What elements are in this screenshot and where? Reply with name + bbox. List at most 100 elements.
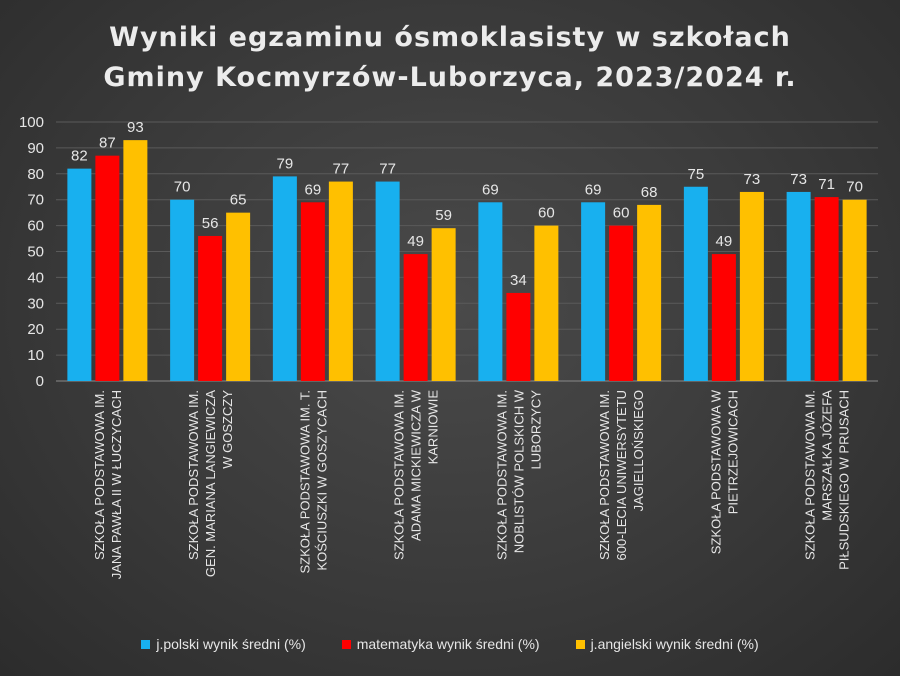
y-tick-label: 60 [27, 218, 44, 235]
bar [95, 155, 120, 381]
legend-label-english: j.angielski wynik średni (%) [590, 636, 759, 652]
data-label: 77 [333, 161, 350, 178]
bar [478, 202, 503, 381]
bar [609, 225, 634, 381]
bar [506, 292, 531, 381]
bar [226, 212, 251, 381]
bar [403, 254, 428, 381]
bar [300, 202, 325, 381]
chart-title: Wyniki egzaminu ósmoklasisty w szkołach … [0, 18, 900, 98]
bar [683, 186, 708, 381]
bar [739, 191, 764, 381]
bar [67, 168, 92, 381]
x-tick-label-line: ADAMA MICKIEWICZA W [409, 389, 424, 541]
bar [534, 225, 559, 381]
bar [842, 199, 867, 381]
y-tick-label: 100 [19, 114, 44, 131]
x-tick-label: SZKOŁA PODSTAWOWA W PIETRZEJOWICACH [708, 389, 740, 554]
x-tick-label-line: SZKOŁA PODSTAWOWA IM. [597, 390, 612, 560]
data-label: 69 [585, 181, 602, 198]
x-tick-label-line: 600-LECIA UNIWERSYTETU [614, 390, 629, 561]
legend: j.polski wynik średni (%) matematyka wyn… [0, 636, 900, 652]
data-label: 87 [99, 135, 116, 152]
data-label: 69 [482, 181, 499, 198]
bar [170, 199, 195, 381]
x-tick-label: SZKOŁA PODSTAWOWA IM. GEN. MARIANA LANGIE… [186, 390, 235, 577]
x-tick-label-line: JANA PAWŁA II W ŁUCZYCACH [109, 390, 124, 579]
data-label: 69 [305, 181, 322, 198]
y-tick-label: 40 [27, 269, 44, 286]
x-tick-label: SZKOŁA PODSTAWOWA IM. NOBLISTÓW POLSKICH … [494, 389, 543, 560]
x-tick-label-line: KARNIOWIE [426, 390, 441, 465]
legend-swatch-polish [141, 639, 151, 649]
x-tick-label-line: GEN. MARIANA LANGIEWICZA [203, 390, 218, 577]
x-tick-label-line: LUBORZYCY [528, 390, 543, 470]
legend-swatch-math [341, 639, 351, 649]
x-tick-label-line: SZKOŁA PODSTAWOWA W [708, 389, 723, 554]
y-tick-label: 50 [27, 244, 44, 261]
data-label: 77 [379, 161, 396, 178]
data-label: 60 [613, 205, 630, 222]
chart-title-line-2: Gminy Kocmyrzów-Luborzyca, 2023/2024 r. [103, 62, 797, 93]
bar [786, 191, 811, 381]
data-label: 82 [71, 148, 88, 165]
bar [123, 140, 148, 381]
x-tick-label: SZKOŁA PODSTAWOWA IM. JANA PAWŁA II W ŁUC… [92, 390, 124, 579]
x-tick-label-line: SZKOŁA PODSTAWOWA IM. [92, 390, 107, 560]
x-tick-label-line: SZKOŁA PODSTAWOWA IM. [803, 390, 818, 560]
data-label: 59 [435, 207, 452, 224]
legend-item-english: j.angielski wynik średni (%) [575, 636, 759, 652]
y-tick-label: 30 [27, 295, 44, 312]
x-tick-label: SZKOŁA PODSTAWOWA IM. T. KOŚCIUSZKI W GOS… [297, 390, 329, 573]
bar [711, 254, 736, 381]
data-label: 49 [407, 233, 424, 250]
x-tick-label-line: MARSZAŁKA JÓZEFA [820, 390, 835, 521]
data-label: 71 [818, 176, 835, 193]
x-tick-label: SZKOŁA PODSTAWOWA IM. MARSZAŁKA JÓZEFA PIŁ… [803, 390, 852, 570]
legend-swatch-english [575, 639, 585, 649]
data-label: 73 [744, 171, 761, 188]
x-tick-label-line: W GOSZCZY [220, 390, 235, 469]
bar [637, 204, 662, 381]
bar [328, 181, 353, 381]
x-tick-label-line: JAGIELLOŃSKIEGO [631, 390, 646, 511]
bar [814, 197, 839, 381]
bar [431, 228, 456, 381]
legend-item-math: matematyka wynik średni (%) [341, 636, 540, 652]
bar [581, 202, 606, 381]
legend-label-math: matematyka wynik średni (%) [356, 636, 540, 652]
data-label: 70 [174, 179, 191, 196]
data-label: 60 [538, 205, 555, 222]
x-tick-label-line: PIŁSUDSKIEGO W PRUSACH [837, 390, 852, 570]
data-label: 79 [277, 155, 294, 172]
y-tick-label: 10 [27, 347, 44, 364]
y-tick-label: 90 [27, 140, 44, 157]
data-label: 65 [230, 192, 247, 209]
x-tick-label-line: SZKOŁA PODSTAWOWA IM. [186, 390, 201, 560]
data-label: 73 [790, 171, 807, 188]
data-label: 93 [127, 119, 144, 136]
data-label: 68 [641, 184, 658, 201]
y-tick-label: 0 [36, 373, 44, 390]
chart-title-line-1: Wyniki egzaminu ósmoklasisty w szkołach [109, 22, 791, 53]
y-tick-label: 20 [27, 321, 44, 338]
bar [375, 181, 400, 381]
y-tick-label: 80 [27, 166, 44, 183]
x-tick-label: SZKOŁA PODSTAWOWA IM. 600-LECIA UNIWERSYT… [597, 390, 646, 561]
data-label: 49 [716, 233, 733, 250]
x-tick-label-line: SZKOŁA PODSTAWOWA IM. [392, 390, 407, 560]
legend-item-polish: j.polski wynik średni (%) [141, 636, 306, 652]
x-tick-label-line: SZKOŁA PODSTAWOWA IM. T. [297, 390, 312, 573]
data-label: 34 [510, 272, 527, 289]
x-tick-label-line: PIETRZEJOWICACH [725, 390, 740, 514]
data-label: 70 [846, 179, 863, 196]
x-tick-label-line: NOBLISTÓW POLSKICH W [511, 389, 526, 553]
data-label: 75 [688, 166, 705, 183]
x-tick-label-line: KOŚCIUSZKI W GOSZYCACH [314, 390, 329, 571]
legend-label-polish: j.polski wynik średni (%) [156, 636, 306, 652]
bar [272, 176, 297, 381]
x-tick-label-line: SZKOŁA PODSTAWOWA IM. [494, 390, 509, 560]
y-tick-label: 70 [27, 192, 44, 209]
data-label: 56 [202, 215, 219, 232]
